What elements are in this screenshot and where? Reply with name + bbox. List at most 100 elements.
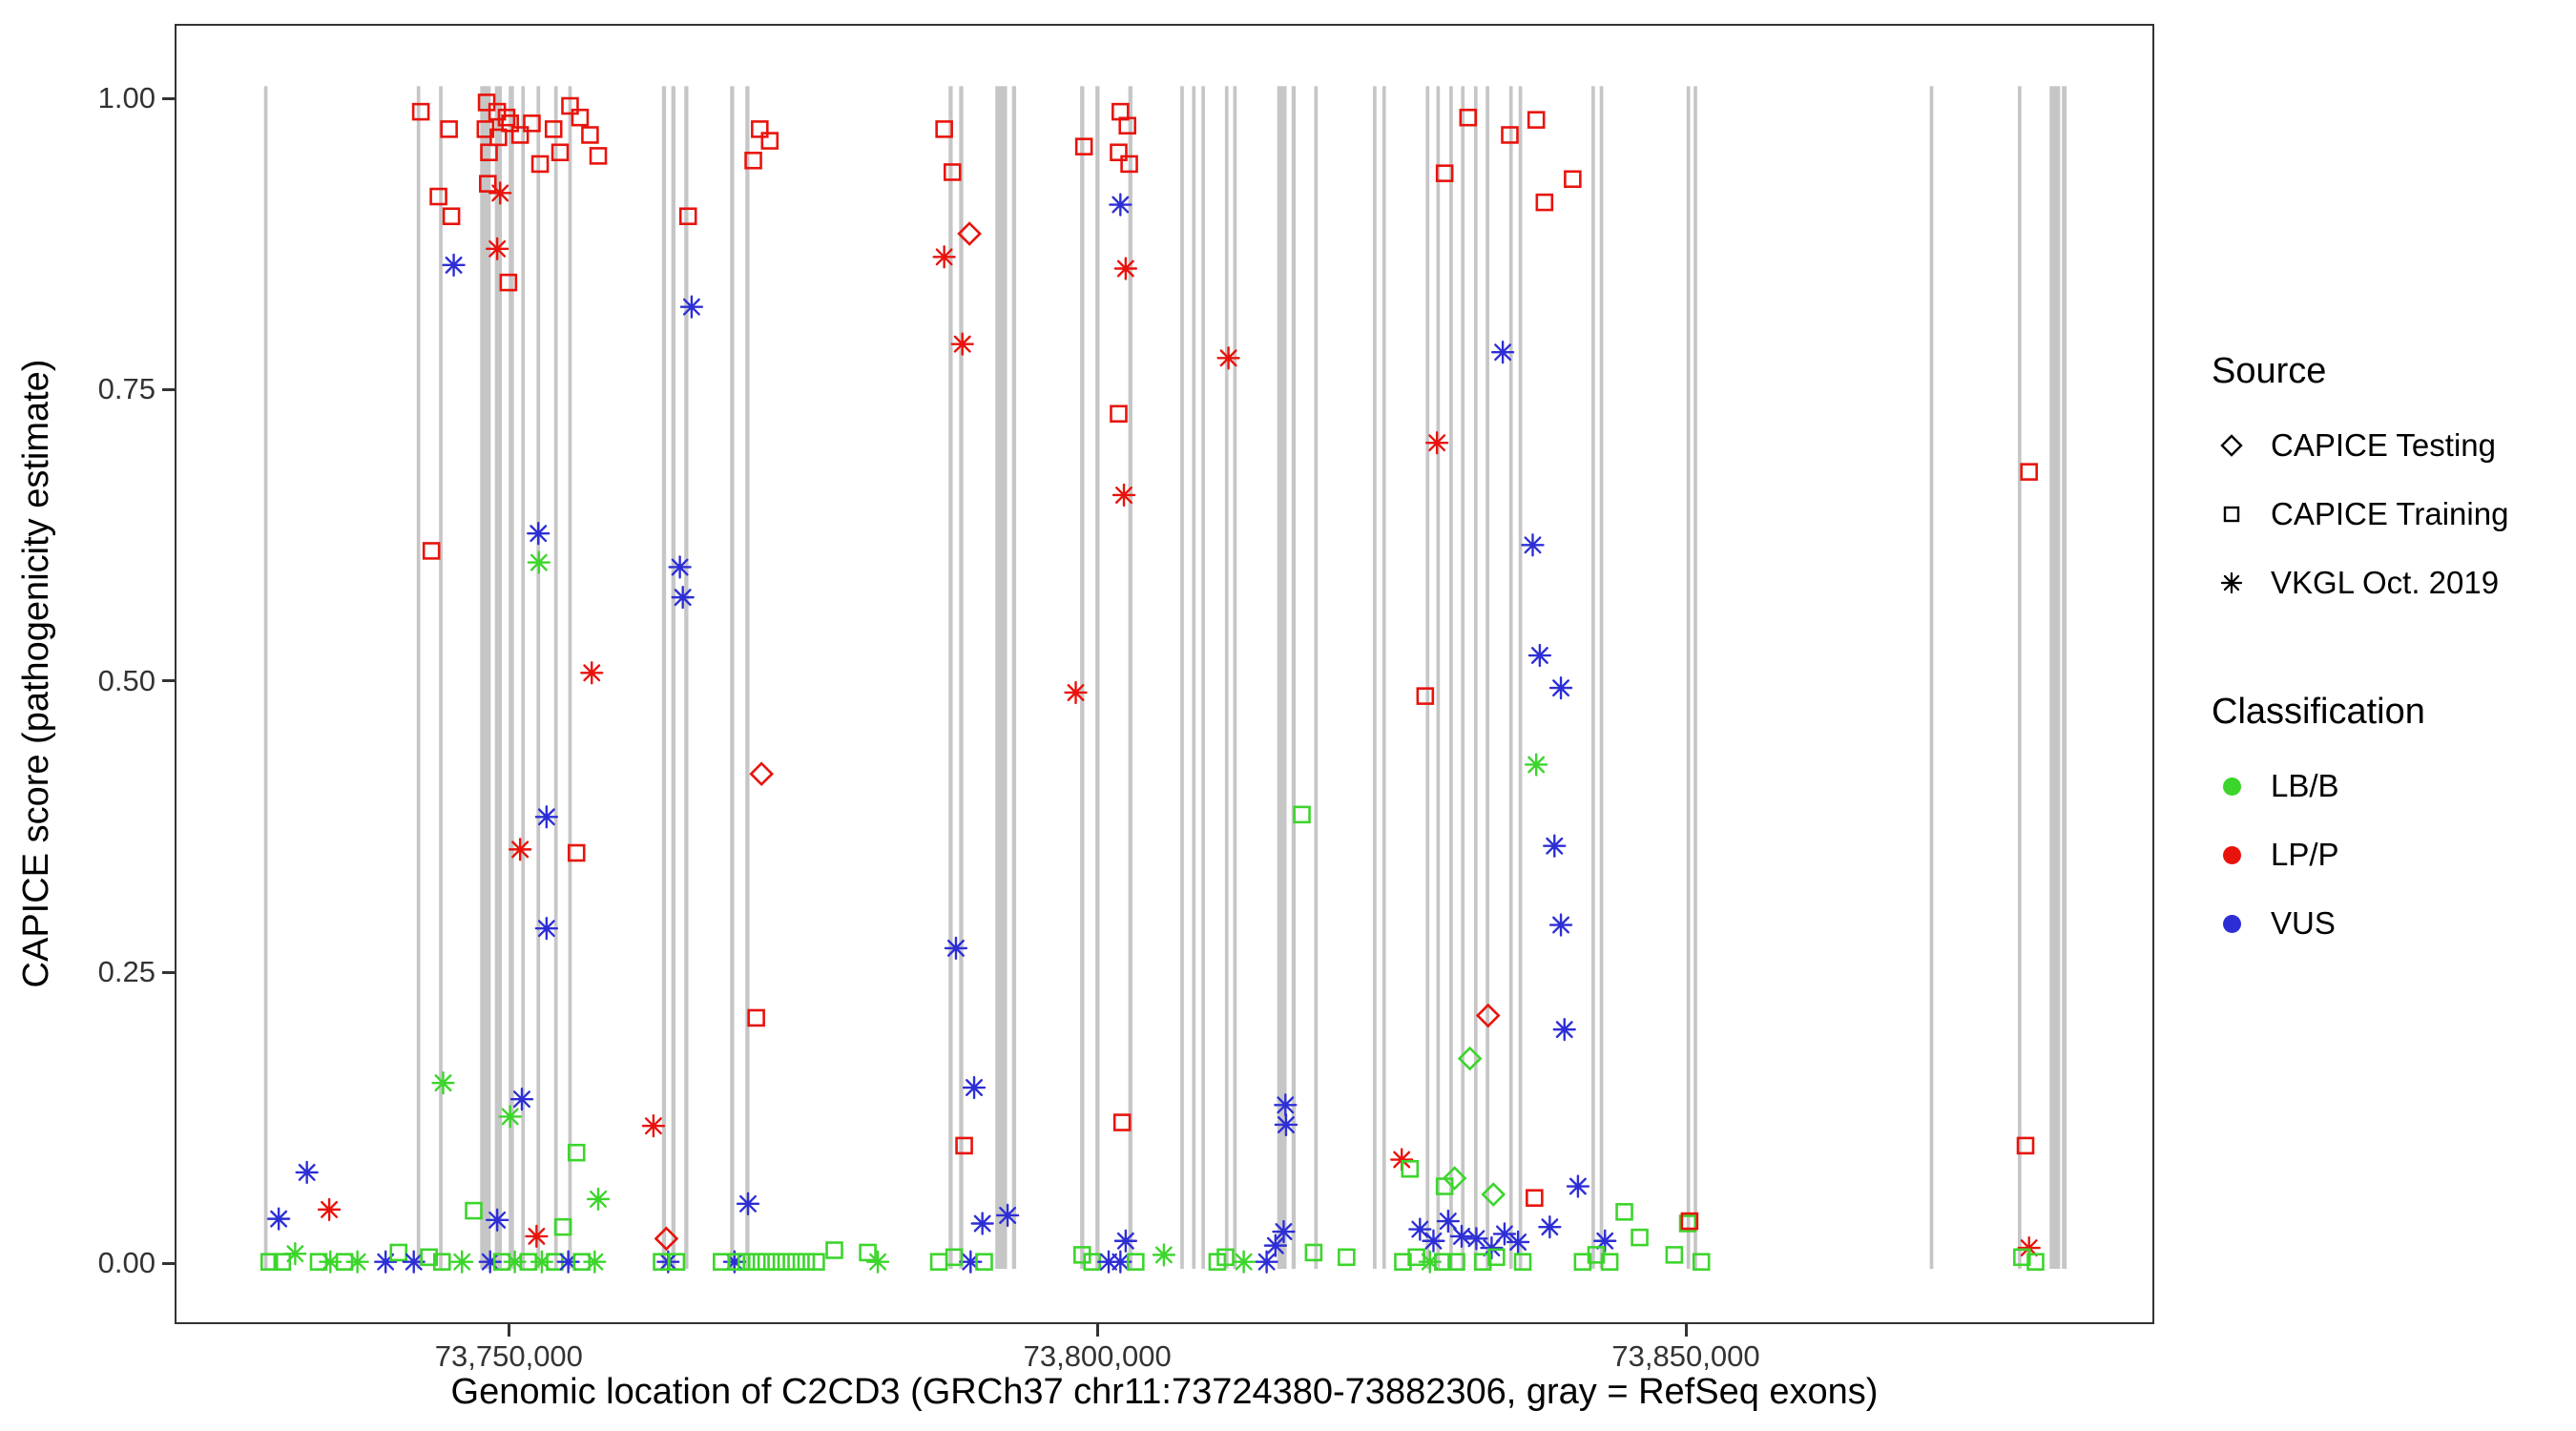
data-point [1552,1017,1576,1042]
data-point [950,332,974,356]
data-point [485,1208,509,1232]
data-point [432,1253,451,1271]
data-point [1566,1174,1590,1198]
data-point [653,1253,671,1271]
data-point [1096,1250,1121,1274]
exon-line [480,86,491,1269]
color-dot-icon [2212,766,2252,806]
data-point [489,128,508,147]
data-point [1304,1243,1323,1262]
exon-line [1485,86,1489,1269]
x-axis-label: Genomic location of C2CD3 (GRCh37 chr11:… [450,1372,1879,1412]
legend-title-source: Source [2212,351,2327,391]
data-point [1109,1250,1132,1274]
data-point [1113,257,1138,280]
data-point [260,1253,279,1271]
data-point [1564,170,1582,189]
data-point [2026,1253,2045,1271]
data-point [317,1197,342,1222]
data-point [787,1253,805,1271]
data-point [488,102,507,121]
data-point [1064,680,1088,705]
data-point [525,1224,549,1249]
data-point [1527,111,1546,129]
exon-line [1291,86,1297,1269]
data-point [1401,1159,1420,1178]
data-point [1127,1253,1145,1271]
data-point [1118,116,1136,135]
data-point [932,245,956,269]
data-point [1416,687,1435,705]
data-point [319,1250,343,1274]
exon-line [1381,86,1386,1269]
data-point [586,1187,611,1212]
exon-line [1233,86,1237,1269]
data-point [1506,1230,1530,1255]
data-point [1548,913,1573,937]
data-point [583,1250,607,1274]
y-tick-mark [162,970,175,974]
y-tick-label: 1.00 [97,81,156,115]
data-point [1255,1250,1278,1274]
data-point [641,1114,666,1138]
exon-line [959,86,964,1269]
data-point [767,1253,785,1271]
data-point [551,143,570,162]
data-point [955,1136,973,1155]
data-point [1263,1234,1288,1257]
data-point [497,108,516,127]
exon-line [1599,86,1604,1269]
data-point [523,114,541,133]
data-point [478,1250,502,1274]
data-point [1435,164,1454,182]
y-axis-label: CAPICE score (pathogenicity estimate) [16,359,56,988]
exon-line [1518,86,1523,1269]
legend-title-classification: Classification [2212,692,2425,732]
data-point [1436,1209,1461,1234]
legend-item-capice-training: CAPICE Training [2212,480,2576,549]
data-point [1548,675,1573,700]
data-point [509,1088,534,1111]
legend-source-items: CAPICE Testing CAPICE Training VKGL Oct. 2… [2212,411,2576,617]
data-point [345,1250,369,1274]
data-point [1492,1222,1517,1246]
data-point [678,207,697,225]
legend-group-classification: Classification LB/B LP/P VUS [2212,692,2576,958]
data-point [957,221,982,246]
exon-line [1224,86,1229,1269]
data-point [1110,404,1128,423]
data-point [975,1253,993,1271]
exon-line [553,86,558,1269]
data-point [1475,1003,1501,1028]
data-point [266,1207,291,1231]
data-point [749,761,774,787]
data-point [556,1250,580,1274]
data-points [260,93,2045,1274]
data-point [1274,1112,1298,1137]
data-point [2017,1235,2041,1260]
legend: Source CAPICE Testing CAPICE Training VKGL… [2212,351,2576,958]
data-point [480,143,498,162]
data-point [273,1253,292,1271]
exon-line [1473,86,1478,1269]
x-tick-label: 73,850,000 [1611,1339,1760,1373]
data-point [1442,1166,1467,1191]
data-point [411,102,430,121]
x-tick-mark [507,1324,510,1337]
exon-line [263,86,268,1269]
data-point [1418,1250,1442,1274]
data-point [1112,1113,1132,1131]
legend-item-lb-b: LB/B [2212,752,2576,820]
data-point [498,1105,522,1129]
exon-line [1128,86,1132,1269]
data-point [929,1253,948,1271]
data-point [465,1201,483,1220]
asterisk-icon [2212,563,2252,603]
data-point [1465,1227,1488,1251]
exon-line [671,86,675,1269]
data-point [530,1250,554,1274]
data-point [1113,1229,1138,1253]
data-point [485,237,509,260]
y-tick-mark [162,1261,175,1265]
data-point [1501,126,1519,144]
